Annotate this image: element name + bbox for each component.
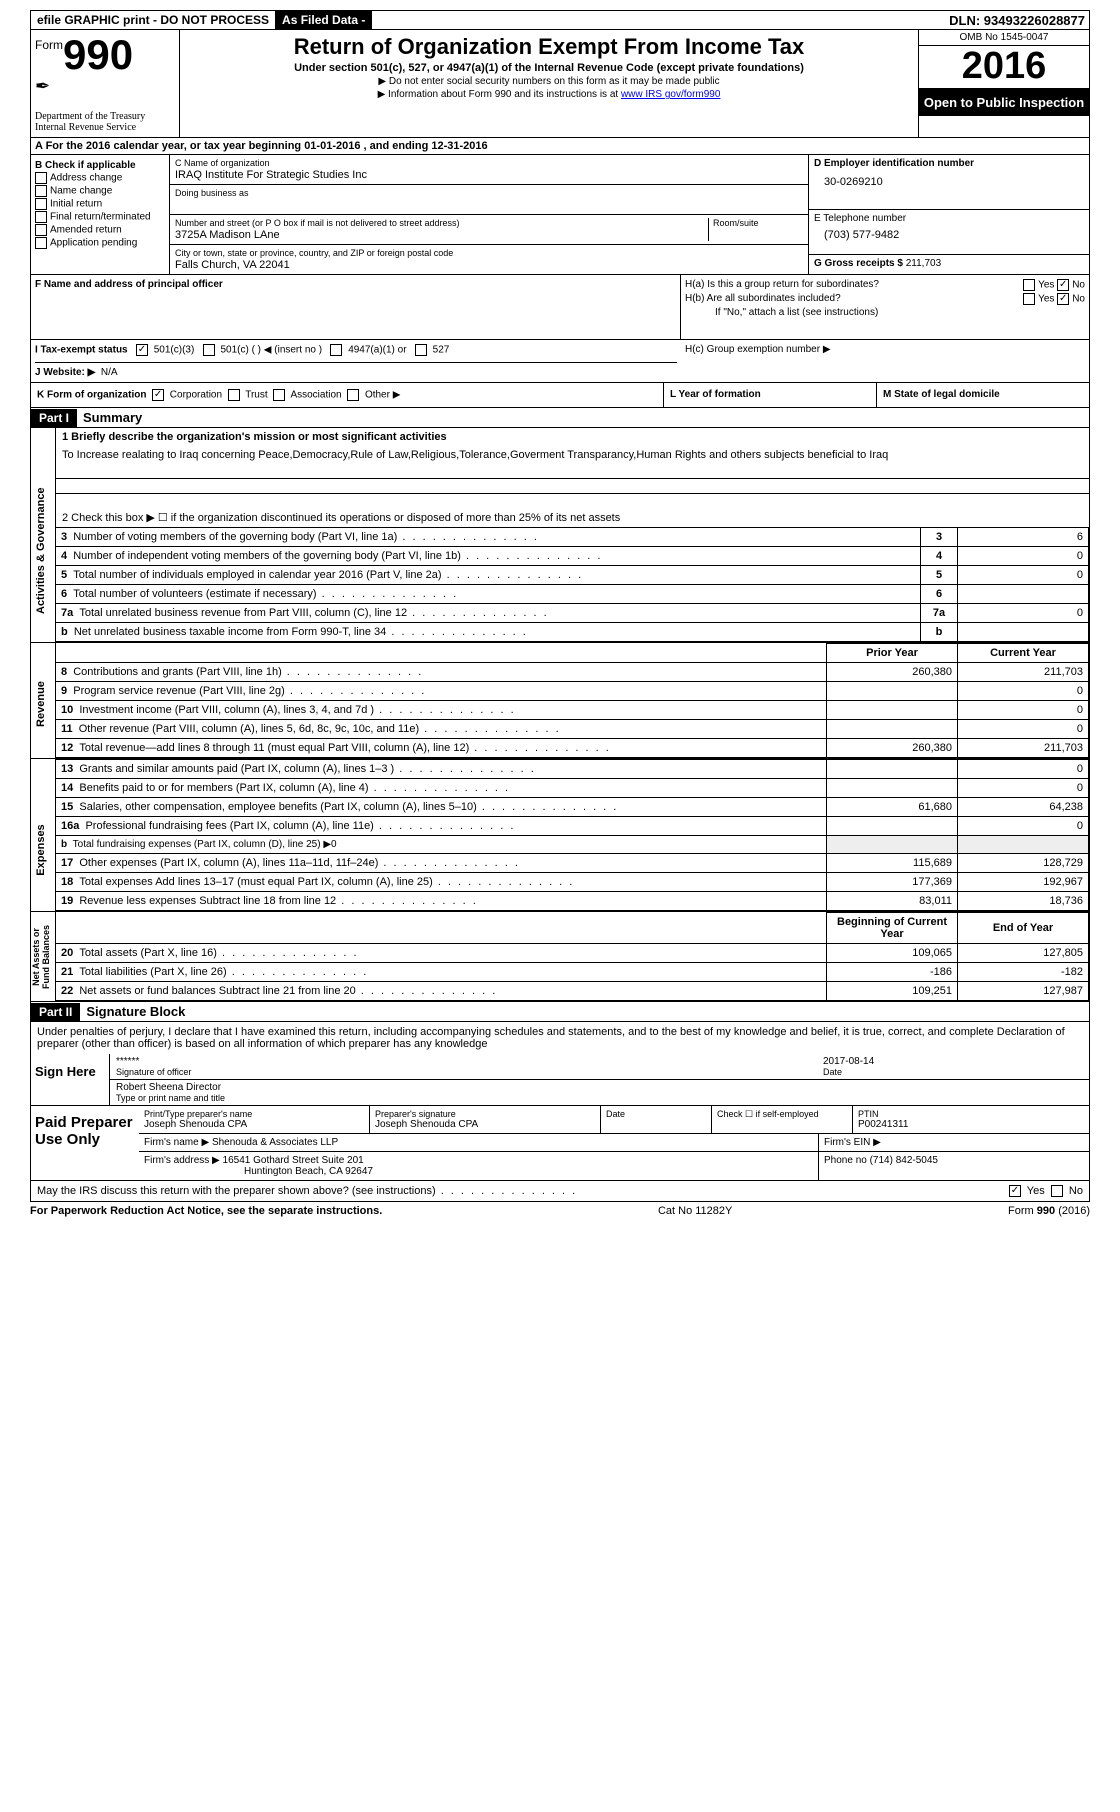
row-a-tax-year: A For the 2016 calendar year, or tax yea… xyxy=(30,138,1090,155)
phone: (703) 577-9482 xyxy=(814,225,1084,241)
dln: DLN: 93493226028877 xyxy=(949,13,1089,28)
instr-2: ▶ Information about Form 990 and its ins… xyxy=(188,89,910,100)
form-990-page: efile GRAPHIC print - DO NOT PROCESS As … xyxy=(0,0,1120,1230)
instr-1: ▶ Do not enter social security numbers o… xyxy=(188,76,910,87)
org-address: 3725A Madison LAne xyxy=(175,229,708,241)
tax-year: 2016 xyxy=(919,46,1089,89)
part-1-hdr: Part I xyxy=(31,409,77,427)
form-word: Form xyxy=(35,38,63,52)
efile-notice: efile GRAPHIC print - DO NOT PROCESS xyxy=(31,11,276,29)
org-city: Falls Church, VA 22041 xyxy=(175,259,803,271)
form-header: Form 990 ✒ Department of the Treasury In… xyxy=(30,30,1090,138)
irs-link[interactable]: www IRS gov/form990 xyxy=(621,89,720,100)
omb-number: OMB No 1545-0047 xyxy=(919,30,1089,46)
perjury-text: Under penalties of perjury, I declare th… xyxy=(31,1022,1089,1054)
mission-text: To Increase realating to Iraq concerning… xyxy=(56,446,1089,464)
form-title: Return of Organization Exempt From Incom… xyxy=(188,34,910,60)
form-subtitle: Under section 501(c), 527, or 4947(a)(1)… xyxy=(188,62,910,74)
col-b-checkboxes: B Check if applicable Address changeName… xyxy=(31,155,170,274)
row-f-officer: F Name and address of principal officer xyxy=(31,275,681,339)
row-h: H(a) Is this a group return for subordin… xyxy=(681,275,1089,339)
dept-treasury: Department of the Treasury Internal Reve… xyxy=(35,111,175,133)
form-number: 990 xyxy=(63,34,133,76)
gross-receipts: 211,703 xyxy=(906,258,941,269)
open-inspection: Open to Public Inspection xyxy=(919,89,1089,116)
org-name: IRAQ Institute For Strategic Studies Inc xyxy=(175,169,803,181)
as-filed: As Filed Data - xyxy=(276,11,372,29)
top-bar: efile GRAPHIC print - DO NOT PROCESS As … xyxy=(30,10,1090,30)
ein: 30-0269210 xyxy=(814,170,1084,188)
